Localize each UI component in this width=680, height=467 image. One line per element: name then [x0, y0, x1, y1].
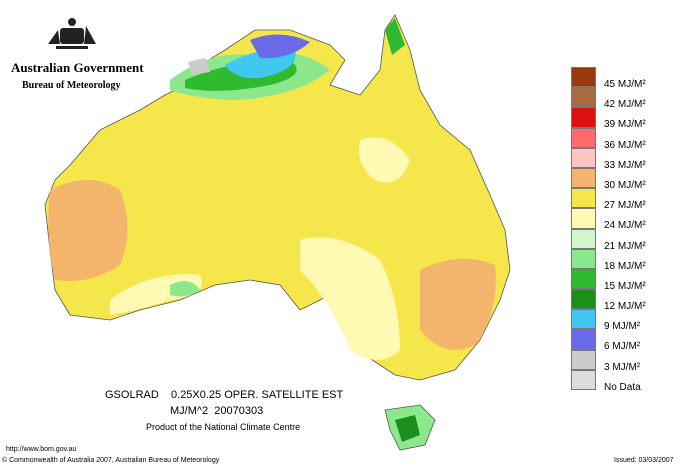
legend-label: 6 MJ/M²: [604, 341, 641, 353]
legend-swatch: [571, 309, 596, 330]
gov-subtitle: Bureau of Meteorology: [22, 80, 121, 91]
legend-label: 12 MJ/M²: [604, 301, 646, 313]
caption-line1: GSOLRAD 0.25X0.25 OPER. SATELLITE EST: [105, 389, 344, 401]
grey-north: [188, 58, 210, 75]
caption-line2: MJ/M^2 20070303: [170, 405, 264, 417]
caption-line3: Product of the National Climate Centre: [146, 422, 301, 432]
legend-label: 45 MJ/M²: [604, 79, 646, 90]
legend-label: 33 MJ/M²: [604, 159, 646, 171]
legend-label: 36 MJ/M²: [604, 139, 646, 151]
legend-label: 21 MJ/M²: [604, 240, 646, 252]
legend-swatch: [571, 87, 596, 108]
green-cape: [385, 18, 405, 55]
legend-label: 39 MJ/M²: [604, 119, 646, 131]
legend-swatch: [571, 167, 596, 189]
footer-copyright: © Commonwealth of Australia 2007, Austra…: [2, 457, 220, 464]
cream-qld: [359, 137, 410, 183]
legend-swatch: [571, 248, 596, 269]
blue-north: [250, 34, 310, 59]
legend-swatch: [571, 208, 596, 229]
legend-swatch: [571, 289, 596, 310]
legend-label: 30 MJ/M²: [604, 179, 646, 191]
legend-label: 24 MJ/M²: [604, 220, 646, 232]
legend-swatch: [571, 107, 596, 128]
legend-swatch: [571, 147, 596, 168]
orange-west: [48, 180, 128, 281]
green-sw: [170, 281, 200, 297]
legend-label: 15 MJ/M²: [604, 280, 646, 292]
crest: [48, 18, 96, 49]
footer-issued: Issued: 03/03/2007: [614, 457, 674, 464]
legend-swatch: [571, 67, 596, 88]
orange-east: [420, 258, 496, 350]
legend-swatch: [571, 329, 596, 350]
legend-label: 3 MJ/M²: [604, 361, 641, 373]
legend-label: 9 MJ/M²: [604, 321, 641, 333]
tas-green: [395, 415, 420, 442]
legend-label: 42 MJ/M²: [604, 99, 646, 111]
legend-swatch: [571, 349, 596, 370]
legend-swatch: [571, 188, 596, 209]
gov-title: Australian Government: [11, 60, 144, 75]
legend-label: No Data: [604, 381, 641, 393]
footer-url: http://www.bom.gov.au: [6, 446, 77, 453]
legend-swatch: [571, 268, 596, 290]
legend-swatch: [571, 369, 596, 390]
legend-label: 18 MJ/M²: [604, 260, 646, 272]
legend-swatch: [571, 127, 596, 148]
cream-south: [300, 237, 400, 360]
legend-swatch: [571, 228, 596, 249]
legend-label: 27 MJ/M²: [604, 200, 646, 212]
